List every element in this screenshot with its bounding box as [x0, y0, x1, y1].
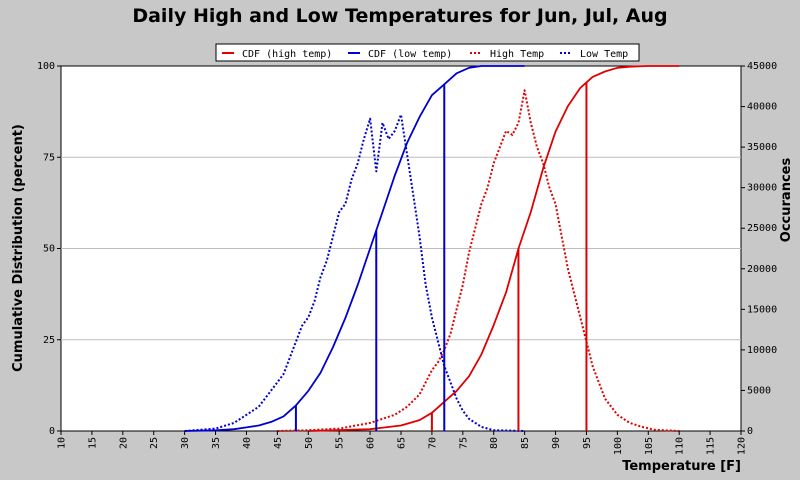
x-tick-label: 55: [335, 437, 346, 449]
x-tick-label: 60: [366, 437, 377, 449]
legend-box: [215, 43, 640, 62]
x-tick-label: 50: [304, 437, 315, 449]
y-right-tick-label: 0: [747, 426, 753, 437]
x-tick-label: 10: [57, 437, 68, 449]
x-tick-label: 45: [273, 437, 284, 449]
axis-ticks: 0 25 50 75 100 0 5000 10000 15000 20000 25000 30000…: [37, 61, 777, 455]
chart-title: Daily High and Low Temperatures for Jun,…: [132, 5, 667, 27]
y-right-tick-label: 10000: [747, 345, 777, 356]
legend-label: High Temp: [490, 49, 544, 60]
y-right-tick-label: 5000: [747, 385, 771, 396]
series-line-cdf-low-temp: [184, 65, 525, 432]
y-right-tick-label: 20000: [747, 264, 777, 275]
legend-label: CDF (high temp): [242, 49, 332, 60]
y-left-tick-label: 100: [37, 61, 55, 72]
y-left-tick-label: 50: [43, 244, 55, 255]
y-right-tick-label: 30000: [747, 183, 777, 194]
series-line-low-temp: [184, 113, 525, 432]
legend-label: Low Temp: [580, 49, 628, 60]
marker-layer: [294, 82, 588, 431]
x-tick-label: 85: [520, 437, 531, 449]
x-tick-label: 30: [180, 437, 191, 449]
x-tick-label: 100: [613, 437, 624, 455]
y-axis-right-title: Occurances: [779, 158, 794, 243]
y-right-tick-label: 40000: [747, 102, 777, 113]
x-tick-label: 115: [706, 437, 717, 455]
x-tick-label: 95: [582, 437, 593, 449]
y-right-tick-label: 35000: [747, 142, 777, 153]
y-right-tick-label: 45000: [747, 61, 777, 72]
x-tick-label: 15: [87, 437, 98, 449]
x-tick-label: 40: [242, 437, 253, 449]
x-axis-title: Temperature [F]: [622, 459, 741, 474]
x-tick-label: 65: [397, 437, 408, 449]
y-left-tick-label: 75: [43, 152, 55, 163]
y-right-tick-label: 25000: [747, 223, 777, 234]
x-tick-label: 75: [458, 437, 469, 449]
x-tick-label: 110: [675, 437, 686, 455]
x-tick-label: 120: [737, 437, 748, 455]
legend: CDF (high temp) CDF (low temp) High Temp Lo…: [215, 43, 640, 62]
x-tick-label: 90: [551, 437, 562, 449]
x-tick-label: 105: [644, 437, 655, 455]
x-tick-label: 70: [427, 437, 438, 449]
y-axis-left-title: Cumulative Distribution (percent): [11, 124, 26, 372]
series-line-high-temp: [277, 89, 680, 432]
legend-label: CDF (low temp): [368, 49, 452, 60]
y-left-tick-label: 0: [49, 426, 55, 437]
x-tick-label: 25: [149, 437, 160, 449]
x-tick-label: 20: [118, 437, 129, 449]
x-tick-label: 80: [489, 437, 500, 449]
x-tick-label: 35: [211, 437, 222, 449]
y-right-tick-label: 15000: [747, 304, 777, 315]
y-left-tick-label: 25: [43, 335, 55, 346]
